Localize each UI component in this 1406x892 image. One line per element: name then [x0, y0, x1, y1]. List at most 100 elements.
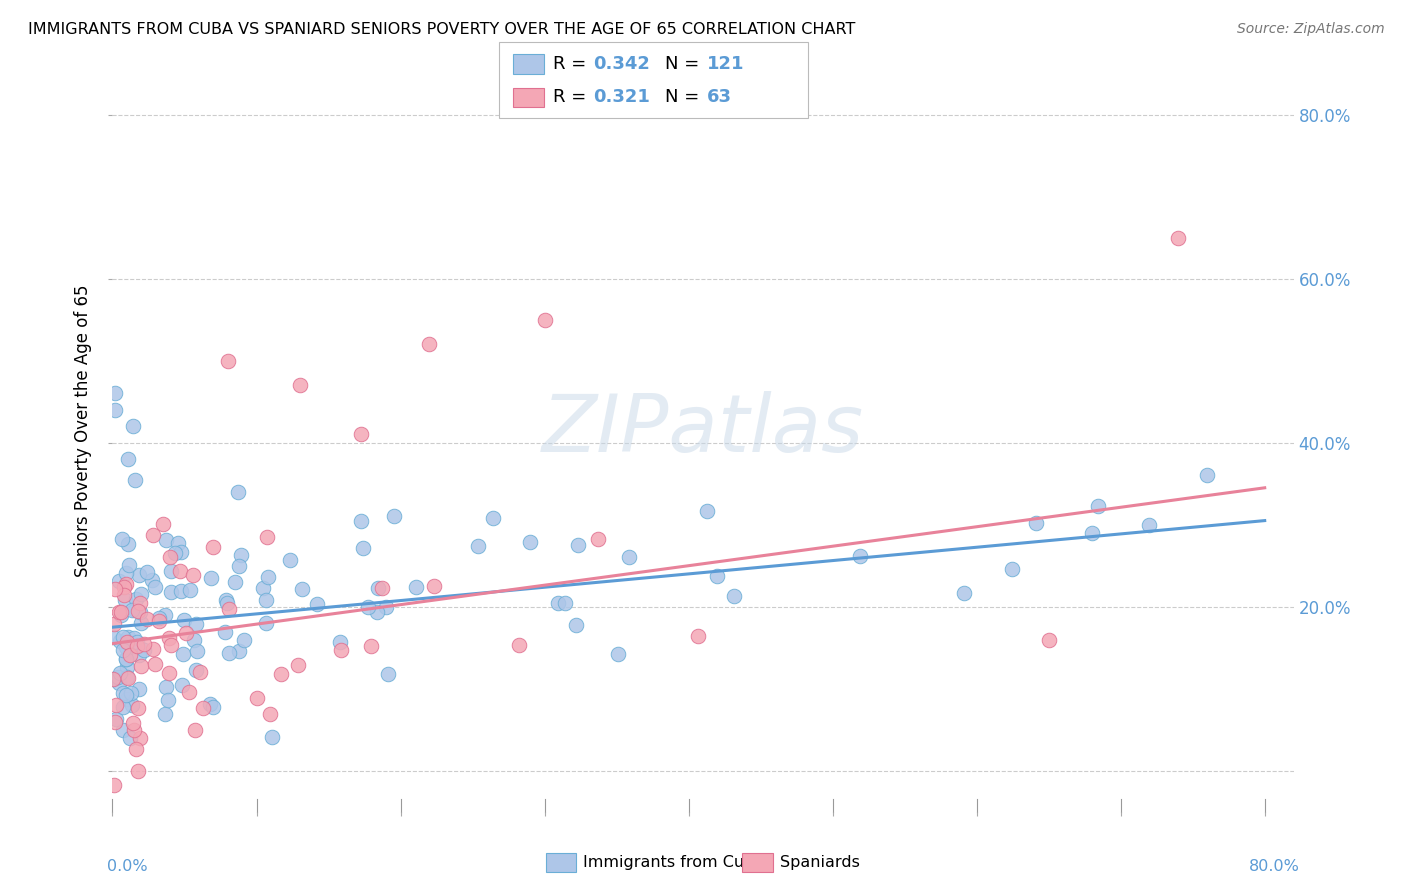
Point: [122, 631, 145, 645]
Text: Spaniards: Spaniards: [780, 855, 860, 870]
Point: [482, 511, 505, 525]
Point: [155, 680, 177, 694]
Text: 121: 121: [707, 55, 745, 73]
Point: [103, 630, 125, 644]
Point: [124, 603, 146, 617]
Point: [111, 686, 134, 700]
Point: [121, 602, 143, 616]
Point: [128, 681, 150, 696]
Point: [114, 593, 136, 607]
Point: [103, 778, 125, 792]
Point: [330, 643, 353, 657]
Point: [382, 508, 405, 523]
Point: [1081, 525, 1104, 540]
Point: [554, 596, 576, 610]
Point: [122, 716, 145, 731]
Point: [533, 312, 555, 326]
Point: [259, 707, 281, 722]
Point: [110, 666, 132, 681]
Point: [188, 665, 211, 679]
Point: [125, 639, 148, 653]
Point: [467, 539, 489, 553]
Point: [288, 378, 311, 392]
Point: [120, 686, 142, 700]
Point: [214, 593, 236, 607]
Point: [418, 337, 440, 351]
Point: [114, 640, 136, 654]
Y-axis label: Seniors Poverty Over the Age of 65: Seniors Poverty Over the Age of 65: [75, 285, 93, 576]
Point: [108, 676, 131, 690]
Point: [181, 568, 204, 582]
Point: [233, 632, 256, 647]
Text: ZIPatlas: ZIPatlas: [541, 392, 865, 469]
Point: [287, 658, 309, 673]
Point: [254, 615, 277, 630]
Point: [114, 651, 136, 665]
Text: R =: R =: [553, 88, 586, 106]
Point: [132, 637, 155, 651]
Point: [157, 693, 180, 707]
Point: [547, 596, 569, 610]
Point: [1167, 230, 1189, 244]
Point: [366, 605, 388, 619]
Point: [127, 764, 149, 778]
Point: [118, 648, 141, 662]
Point: [174, 626, 197, 640]
Text: 63: 63: [707, 88, 733, 106]
Point: [112, 723, 135, 737]
Point: [124, 474, 146, 488]
Point: [114, 688, 136, 702]
Point: [111, 642, 134, 657]
Point: [128, 568, 150, 582]
Point: [104, 698, 127, 712]
Text: 0.321: 0.321: [593, 88, 650, 106]
Point: [405, 581, 427, 595]
Point: [352, 541, 374, 555]
Point: [375, 600, 398, 615]
Text: IMMIGRANTS FROM CUBA VS SPANIARD SENIORS POVERTY OVER THE AGE OF 65 CORRELATION : IMMIGRANTS FROM CUBA VS SPANIARD SENIORS…: [28, 22, 855, 37]
Point: [202, 540, 225, 554]
Point: [567, 538, 589, 552]
Point: [508, 638, 530, 652]
Point: [228, 559, 250, 574]
Point: [115, 635, 138, 649]
Point: [172, 648, 194, 662]
Point: [157, 666, 180, 681]
Point: [159, 549, 181, 564]
Point: [849, 549, 872, 563]
Point: [184, 663, 207, 677]
Point: [166, 536, 188, 550]
Point: [193, 701, 215, 715]
Point: [153, 707, 176, 722]
Point: [117, 537, 139, 551]
Point: [136, 612, 159, 626]
Point: [124, 723, 146, 737]
Point: [260, 731, 283, 745]
Point: [586, 532, 609, 546]
Point: [160, 638, 183, 652]
Point: [200, 571, 222, 585]
Point: [357, 600, 380, 615]
Point: [256, 530, 278, 544]
Point: [350, 514, 373, 528]
Point: [186, 643, 208, 657]
Point: [108, 633, 131, 648]
Point: [252, 582, 274, 596]
Point: [101, 672, 124, 686]
Point: [350, 427, 373, 442]
Point: [360, 639, 382, 653]
Text: N =: N =: [665, 88, 699, 106]
Point: [103, 403, 125, 417]
Point: [202, 699, 225, 714]
Point: [122, 419, 145, 434]
Point: [110, 605, 132, 619]
Point: [148, 615, 170, 629]
Point: [107, 574, 129, 588]
Text: R =: R =: [553, 55, 586, 73]
Point: [377, 667, 399, 681]
Point: [143, 657, 166, 671]
Point: [1087, 500, 1109, 514]
Point: [128, 605, 150, 619]
Point: [565, 618, 588, 632]
Point: [371, 582, 394, 596]
